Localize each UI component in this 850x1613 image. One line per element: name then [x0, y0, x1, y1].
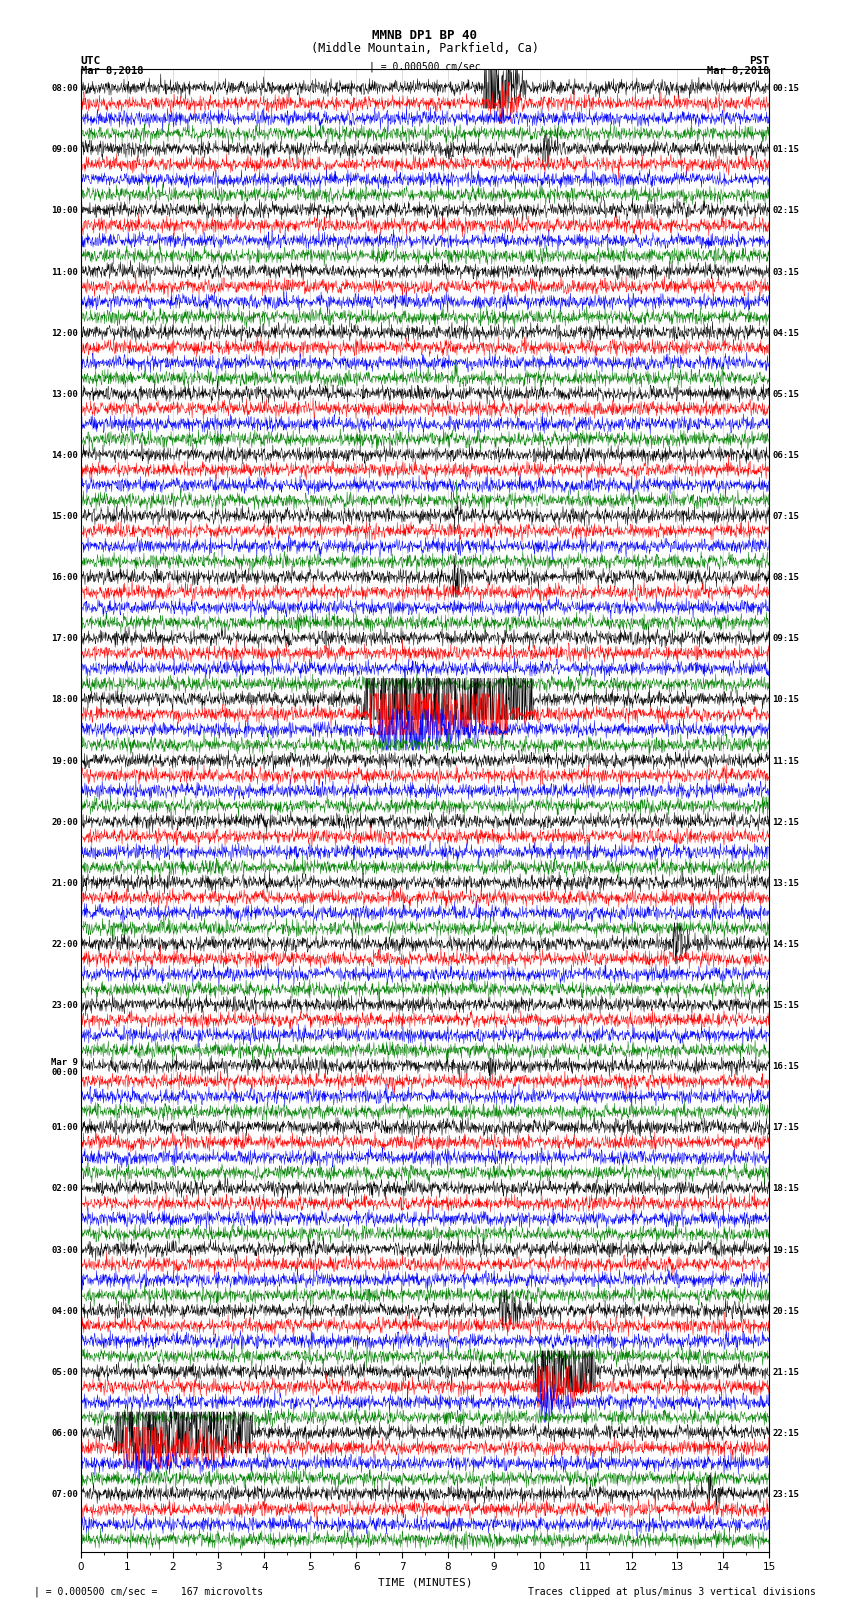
Text: Traces clipped at plus/minus 3 vertical divisions: Traces clipped at plus/minus 3 vertical … — [528, 1587, 816, 1597]
Text: Mar 8,2018: Mar 8,2018 — [81, 66, 144, 76]
Text: | = 0.000500 cm/sec =    167 microvolts: | = 0.000500 cm/sec = 167 microvolts — [34, 1586, 264, 1597]
X-axis label: TIME (MINUTES): TIME (MINUTES) — [377, 1578, 473, 1587]
Text: MMNB DP1 BP 40: MMNB DP1 BP 40 — [372, 29, 478, 42]
Text: Mar 8,2018: Mar 8,2018 — [706, 66, 769, 76]
Text: UTC: UTC — [81, 56, 101, 66]
Text: (Middle Mountain, Parkfield, Ca): (Middle Mountain, Parkfield, Ca) — [311, 42, 539, 55]
Text: PST: PST — [749, 56, 769, 66]
Text: | = 0.000500 cm/sec: | = 0.000500 cm/sec — [369, 61, 481, 73]
